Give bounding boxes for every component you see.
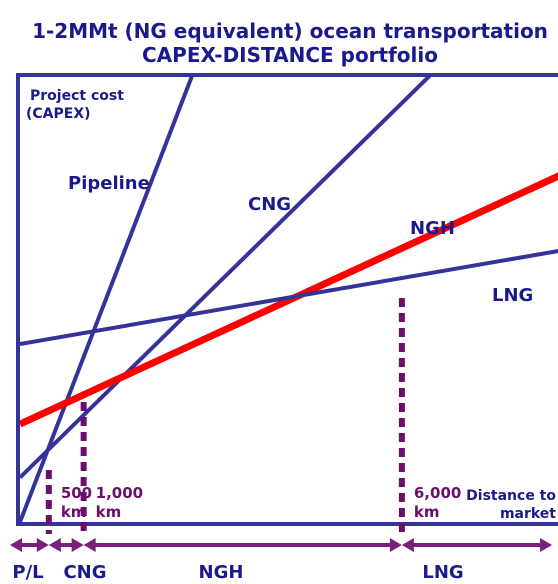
region-arrow-lng	[401, 538, 552, 552]
breakeven-unit-6000: km	[414, 503, 440, 521]
breakeven-value-6000: 6,000	[414, 484, 461, 502]
breakeven-unit-1000: km	[96, 503, 122, 521]
y-axis-label-line-2: (CAPEX)	[26, 106, 91, 122]
region-arrow-ngh	[83, 538, 402, 552]
region-arrow-pl	[10, 538, 49, 552]
chart-title-line-2: CAPEX-DISTANCE portfolio	[142, 43, 438, 67]
series-label-pipeline: Pipeline	[68, 173, 150, 194]
x-axis-label-line-1: Distance to	[466, 488, 556, 504]
series-label-lng: LNG	[492, 285, 533, 306]
chart-title-line-1: 1-2MMt (NG equivalent) ocean transportat…	[32, 19, 548, 43]
x-axis-label-line-2: market	[500, 506, 556, 522]
region-label-lng: LNG	[422, 562, 463, 583]
region-label-ngh: NGH	[199, 562, 244, 583]
region-label-pl: P/L	[12, 562, 43, 583]
series-label-cng: CNG	[248, 194, 291, 215]
plot-frame	[16, 73, 558, 526]
series-label-ngh: NGH	[410, 218, 455, 239]
breakeven-unit-500: km	[61, 503, 87, 521]
region-arrow-cng	[48, 538, 84, 552]
breakeven-value-1000: 1,000	[96, 484, 143, 502]
breakeven-value-500: 500	[61, 484, 92, 502]
series-line-ngh	[20, 172, 558, 428]
series-line-lng	[20, 249, 558, 346]
region-label-cng: CNG	[63, 562, 106, 583]
series-line-cng	[20, 77, 432, 479]
y-axis-label-line-1: Project cost	[30, 88, 124, 104]
